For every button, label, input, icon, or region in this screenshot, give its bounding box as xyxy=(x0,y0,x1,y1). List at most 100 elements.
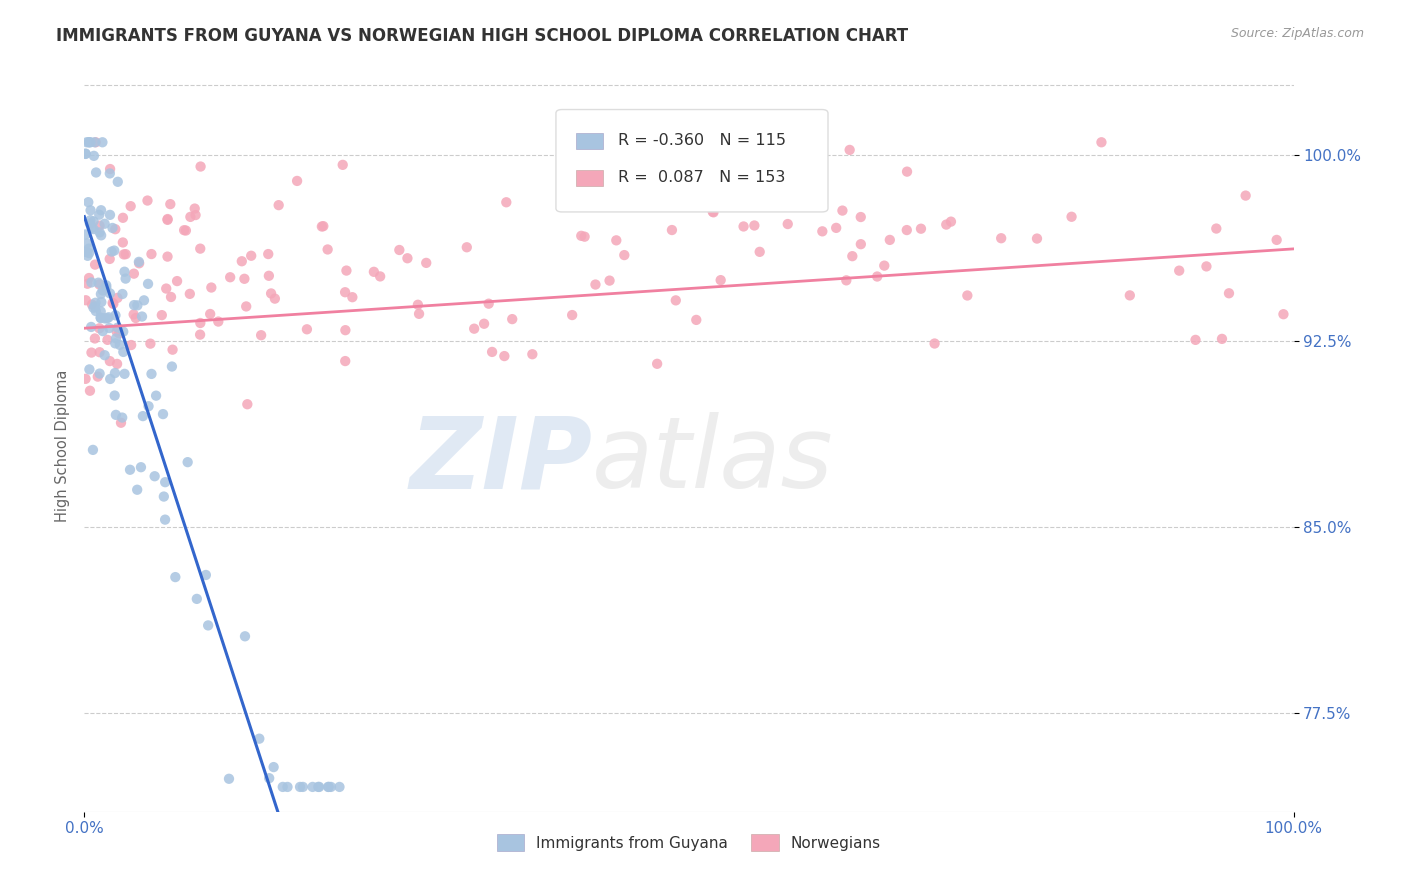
Point xyxy=(103,297,125,311)
Point xyxy=(463,321,485,335)
Point xyxy=(605,233,627,247)
Point xyxy=(89,277,111,292)
Point xyxy=(77,242,100,256)
Point xyxy=(89,345,111,359)
Point xyxy=(76,249,98,263)
Point xyxy=(80,297,103,311)
Point xyxy=(924,336,946,351)
Point xyxy=(194,568,217,582)
Point xyxy=(90,310,112,325)
Point xyxy=(84,165,107,179)
Point xyxy=(87,369,110,384)
Point xyxy=(188,242,211,256)
Point xyxy=(328,780,350,794)
Point xyxy=(77,195,100,210)
Point xyxy=(122,308,145,322)
Point xyxy=(165,570,187,584)
Point xyxy=(125,310,148,325)
Point xyxy=(312,219,335,234)
Point xyxy=(939,214,962,228)
Point xyxy=(831,203,853,218)
Point xyxy=(335,263,357,277)
Point xyxy=(665,293,688,308)
Point xyxy=(145,389,167,403)
Point xyxy=(122,298,145,312)
Point xyxy=(80,345,103,359)
Point xyxy=(1168,263,1191,277)
Point xyxy=(866,269,889,284)
Point xyxy=(810,173,832,187)
Point xyxy=(183,202,205,216)
Point xyxy=(661,223,683,237)
Point xyxy=(231,254,253,268)
Point xyxy=(342,290,364,304)
Point xyxy=(104,336,127,351)
Point xyxy=(188,327,211,342)
Point xyxy=(257,771,280,785)
Point xyxy=(285,174,308,188)
Point xyxy=(233,629,256,643)
Point xyxy=(111,211,134,225)
Point xyxy=(83,135,105,149)
Point xyxy=(316,780,339,794)
Point xyxy=(93,348,115,362)
Point xyxy=(333,285,356,300)
Point xyxy=(129,460,152,475)
Point xyxy=(1119,288,1142,302)
Point xyxy=(91,135,114,149)
Point xyxy=(79,217,101,231)
Point xyxy=(114,271,136,285)
Point xyxy=(263,292,285,306)
Point xyxy=(247,731,270,746)
Point xyxy=(79,135,101,149)
Point xyxy=(257,247,280,261)
Bar xyxy=(576,169,603,186)
Point xyxy=(89,367,111,381)
Point xyxy=(685,313,707,327)
Point xyxy=(956,288,979,302)
Point xyxy=(776,217,799,231)
Point xyxy=(87,276,110,290)
Point xyxy=(748,244,770,259)
Point xyxy=(96,311,118,326)
Point xyxy=(160,359,183,374)
Point xyxy=(79,362,101,376)
Point xyxy=(1195,260,1218,274)
Point xyxy=(96,333,118,347)
Point xyxy=(114,265,136,279)
Point xyxy=(162,343,184,357)
Point xyxy=(301,780,323,794)
Point xyxy=(561,308,583,322)
Point xyxy=(132,409,155,423)
Point xyxy=(114,367,136,381)
Point xyxy=(308,780,330,794)
Point xyxy=(408,307,430,321)
Point xyxy=(98,208,121,222)
Point xyxy=(702,204,724,219)
Point xyxy=(219,270,242,285)
Point xyxy=(122,267,145,281)
Point xyxy=(166,274,188,288)
Point xyxy=(111,287,134,301)
Point xyxy=(98,252,121,266)
Text: atlas: atlas xyxy=(592,412,834,509)
Point xyxy=(136,194,159,208)
Point xyxy=(188,316,211,330)
Point xyxy=(104,388,127,402)
Point xyxy=(97,310,120,325)
Point xyxy=(406,298,429,312)
Point xyxy=(896,164,918,178)
Point xyxy=(89,219,111,233)
Point xyxy=(139,336,162,351)
Point xyxy=(585,277,607,292)
Point xyxy=(79,203,101,218)
Point xyxy=(335,323,357,337)
Point xyxy=(1211,332,1233,346)
Point xyxy=(233,272,256,286)
Point xyxy=(83,149,105,163)
Point xyxy=(574,229,596,244)
Point xyxy=(83,214,105,228)
Point xyxy=(811,194,834,209)
Point xyxy=(260,286,283,301)
Point xyxy=(295,322,318,336)
